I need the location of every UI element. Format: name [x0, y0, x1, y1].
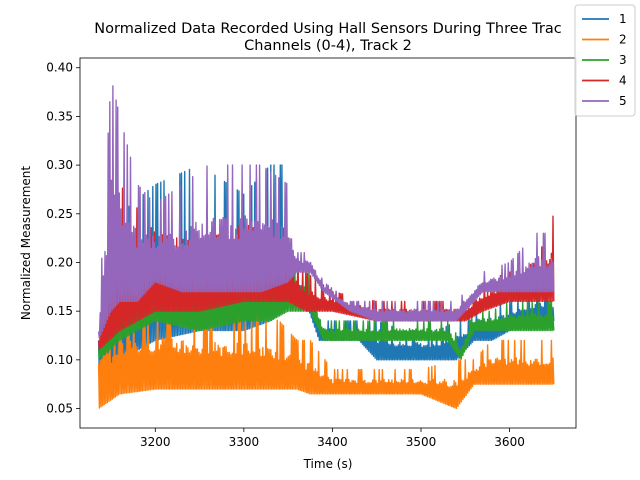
x-tick-label: 3600 — [494, 435, 525, 449]
x-axis: 3200 3300 3400 3500 3600 — [140, 428, 525, 449]
legend-label-2: 2 — [619, 33, 627, 47]
y-tick-label: 0.05 — [46, 402, 73, 416]
series-line-2 — [97, 300, 555, 410]
legend-label-5: 5 — [619, 94, 627, 108]
series-layer — [97, 85, 555, 410]
y-tick-label: 0.20 — [46, 255, 73, 269]
plot-area-frame — [79, 57, 577, 429]
chart-title-line-2: Channels (0-4), Track 2 — [244, 38, 412, 54]
legend-label-1: 1 — [619, 12, 627, 26]
y-tick-label: 0.35 — [46, 109, 73, 123]
chart-title-line-1: Normalized Data Recorded Using Hall Sens… — [94, 21, 561, 37]
series-line-4 — [97, 187, 555, 351]
series-line-3 — [97, 251, 555, 360]
legend: 1 2 3 4 5 — [574, 4, 636, 117]
y-axis: 0.05 0.10 0.15 0.20 0.25 0.30 0.35 0.40 — [46, 61, 80, 416]
y-tick-label: 0.10 — [46, 353, 73, 367]
y-tick-label: 0.40 — [46, 61, 73, 75]
legend-label-4: 4 — [619, 74, 627, 88]
series-line-5 — [97, 85, 555, 340]
y-axis-title: Normalized Measurement — [19, 166, 33, 321]
x-tick-label: 3200 — [140, 435, 171, 449]
x-axis-title: Time (s) — [303, 457, 353, 471]
y-tick-label: 0.30 — [46, 158, 73, 172]
x-tick-label: 3300 — [229, 435, 260, 449]
x-tick-label: 3400 — [317, 435, 348, 449]
x-tick-label: 3500 — [406, 435, 437, 449]
y-tick-label: 0.25 — [46, 207, 73, 221]
y-tick-label: 0.15 — [46, 304, 73, 318]
legend-label-3: 3 — [619, 53, 627, 67]
